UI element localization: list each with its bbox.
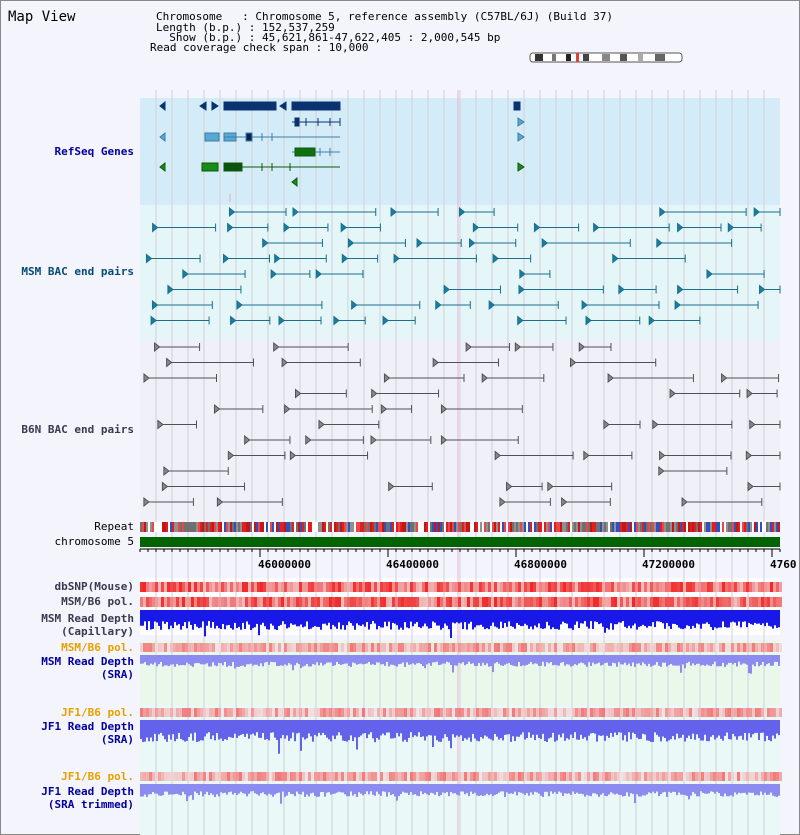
read-depth-tracks[interactable] [140,610,780,804]
info-show: Show (b.p.) : 45,621,861-47,622,405 : 2,… [156,31,501,44]
track-label-msm-depth-sra[interactable]: MSM Read Depth [41,655,134,668]
repeat-track[interactable] [140,522,780,532]
info-coverage: Read coverage check span : 10,000 [150,41,369,54]
info-chromosome: Chromosome : Chromosome 5, reference ass… [156,10,613,23]
chromosome-ideogram[interactable] [529,52,683,63]
track-label-msm-b6-pol[interactable]: MSM/B6 pol. [61,595,134,608]
tick-label: 46400000 [386,558,439,571]
refseq-genes-track[interactable] [159,100,521,127]
msm-bac-track[interactable] [145,206,781,326]
info-length: Length (b.p.) : 152,537,259 [156,21,335,34]
tick-label: 4760 [770,558,797,571]
track-label-jf1-depth-sub: (SRA) [100,733,134,746]
tick-label: 46000000 [258,558,311,571]
track-label-b6n-bac[interactable]: B6N BAC end pairs [21,423,134,436]
b6n-bac-track[interactable] [143,341,781,508]
track-label-jf1-b6-pol[interactable]: JF1/B6 pol. [61,706,134,719]
track-label-jf1-depth[interactable]: JF1 Read Depth [41,720,134,733]
track-label-jf1-depth-trim[interactable]: JF1 Read Depth [41,785,134,798]
track-label-jf1-b6-pol-trim[interactable]: JF1/B6 pol. [61,770,134,783]
snp-bands[interactable] [140,582,782,781]
track-label-refseq[interactable]: RefSeq Genes [54,145,134,158]
track-label-msm-depth-sra-sub: (SRA) [100,668,134,681]
track-label-msm-bac[interactable]: MSM BAC end pairs [21,265,134,278]
position-axis [139,548,781,557]
track-label-msm-b6-pol-sra[interactable]: MSM/B6 pol. [61,641,134,654]
track-label-msm-depth-cap-sub: (Capillary) [61,625,134,638]
track-label-jf1-depth-trim-sub: (SRA trimmed) [47,798,134,811]
tick-label: 47200000 [642,558,695,571]
track-label-repeat: Repeat [94,520,134,533]
tick-label: 46800000 [514,558,567,571]
track-label-msm-depth-cap[interactable]: MSM Read Depth [41,612,134,625]
track-label-dbsnp[interactable]: dbSNP(Mouse) [54,580,134,593]
chromosome-bar[interactable] [140,537,780,547]
track-label-chromosome: chromosome 5 [54,535,134,548]
page-title: Map View [8,9,76,25]
